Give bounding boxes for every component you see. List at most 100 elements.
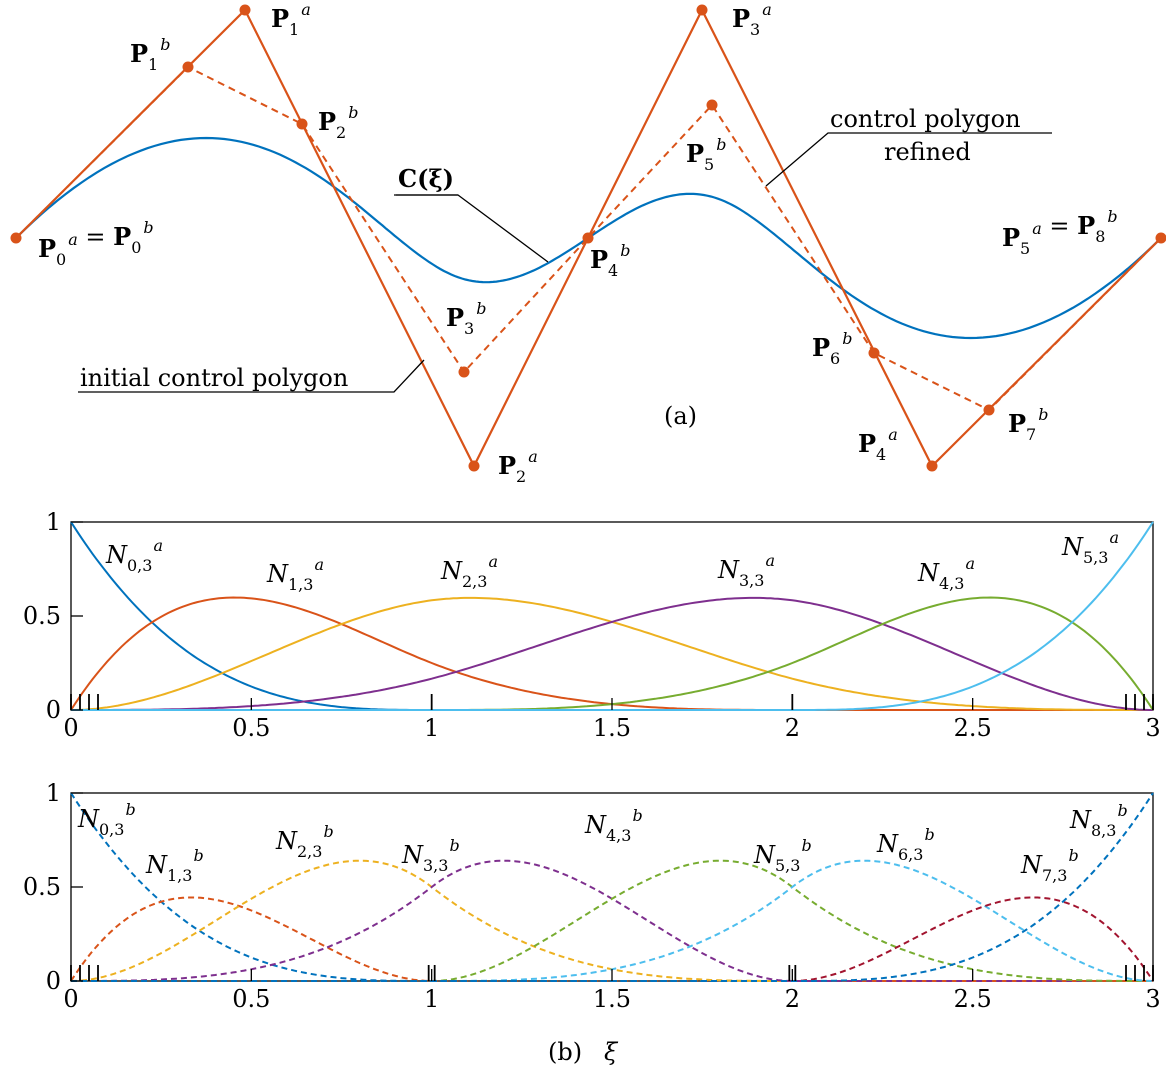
point-index: 6 [830,349,840,368]
point-symbol: P [498,451,516,480]
series-label-superscript: a [153,536,163,555]
point-label-p2a: P2a [498,447,538,486]
point-superscript: a [1032,219,1042,238]
point-index: 3 [464,319,474,338]
point-symbol: P [1002,223,1020,252]
y-tick-label: 0.5 [23,873,61,901]
caption-a: (a) [664,402,697,430]
y-tick-label: 0 [46,696,61,724]
series-label-N5,3a: N5,3a [1061,528,1119,567]
axis-ticks-initial: 0 0.5 1 1.5 2 2.5 3 0 0.5 1 [23,508,1161,742]
point-symbol: P [812,333,830,362]
series-label-N3,3b: N3,3b [401,836,460,875]
point-index: 5 [1020,239,1030,258]
refined-label-line1: control polygon [830,105,1021,133]
x-tick-label: 2.5 [954,985,992,1013]
point-index: 8 [1095,227,1105,246]
point-label-p3b: P3b [446,299,486,338]
y-tick-label: 1 [46,508,61,536]
basis-curve-N2,3b [70,859,1153,982]
refined-label-line2: refined [884,138,971,166]
point-superscript: b [1107,207,1117,226]
series-label-N8,3b: N8,3b [1069,801,1128,840]
series-label-superscript: b [632,806,642,825]
control-points [10,4,1166,472]
series-label-subscript: 5,3 [775,856,800,875]
series-label-subscript: 0,3 [99,820,124,839]
series-label-superscript: a [488,552,498,571]
x-tick-label: 1.5 [593,714,631,742]
series-label-superscript: b [1117,801,1127,820]
series-label-base: N [440,557,463,585]
control-point-dot [296,118,308,130]
x-tick-label: 0.5 [232,985,270,1013]
x-tick-label: 1 [424,985,439,1013]
point-superscript: b [620,241,630,260]
point-label-p3a: P3a [732,0,772,39]
control-point-dot [983,404,995,416]
control-point-dot [696,4,708,16]
series-label-base: N [77,805,100,833]
leader-line-refined [765,132,1052,187]
x-tick-label: 1 [424,714,439,742]
series-label-base: N [717,556,740,584]
x-tick-label: 2.5 [954,714,992,742]
point-index: 5 [704,155,714,174]
series-label-superscript: b [193,846,203,865]
basis-curve-N7,3b [71,792,1154,982]
x-tick-label: 0 [63,714,78,742]
series-label-subscript: 3,3 [739,571,764,590]
basis-curve-N4,3b [71,859,1153,982]
control-point-dot [10,232,22,244]
point-superscript: b [143,218,153,237]
control-point-dot [706,99,718,111]
plot-frame-refined [70,792,1154,982]
point-superscript: b [1038,405,1048,424]
x-tick-label: 0.5 [232,714,270,742]
series-label-subscript: 8,3 [1091,821,1116,840]
control-point-dot [582,232,594,244]
control-point-dot [926,460,938,472]
series-label-N7,3b: N7,3b [1020,846,1079,885]
series-label-base: N [917,559,940,587]
point-symbol: P [446,303,464,332]
series-label-subscript: 6,3 [898,845,923,864]
series-label-base: N [1061,533,1084,561]
point-label-p5b: P5b [686,135,726,174]
basis-curves-initial [70,521,1154,711]
basis-curves-refined [70,792,1154,982]
series-label-subscript: 2,3 [297,842,322,861]
basis-curve-N1,3a [70,596,1153,711]
point-label-p4b: P4b [590,241,630,280]
series-label-N4,3b: N4,3b [584,806,643,845]
control-point-dot [239,4,251,16]
basis-curve-N5,3a [71,521,1154,711]
series-label-N0,3a: N0,3a [105,536,163,575]
basis-plot-refined: 0 0.5 1 1.5 2 2.5 300.51 N0,3bN1,3bN2,3bN3,3bN… [23,779,1161,1066]
series-label-base: N [401,841,424,869]
initial-polygon-label: initial control polygon [80,364,348,392]
x-tick-label: 2 [785,714,800,742]
point-symbol: P [318,107,336,136]
series-label-N2,3b: N2,3b [275,822,334,861]
series-label-subscript: 4,3 [939,574,964,593]
point-index: 1 [148,55,158,74]
series-label-N1,3b: N1,3b [145,846,204,885]
point-label-p2b: P2b [318,103,358,142]
point-labels: P0a = P0bP1aP1bP2bP3aP5bP4bP3bP2aP6bP7bP… [38,0,1118,486]
point-index: 1 [289,20,299,39]
control-point-dot [458,366,470,378]
point-superscript: b [842,329,852,348]
series-label-subscript: 3,3 [423,856,448,875]
series-label-superscript: a [965,554,975,573]
point-superscript: a [68,230,78,249]
point-index: 2 [336,123,346,142]
x-tick-label: 2 [785,985,800,1013]
point-symbol: P [1077,211,1095,240]
series-label-subscript: 0,3 [127,556,152,575]
series-label-superscript: a [314,555,324,574]
point-index: 4 [608,261,618,280]
